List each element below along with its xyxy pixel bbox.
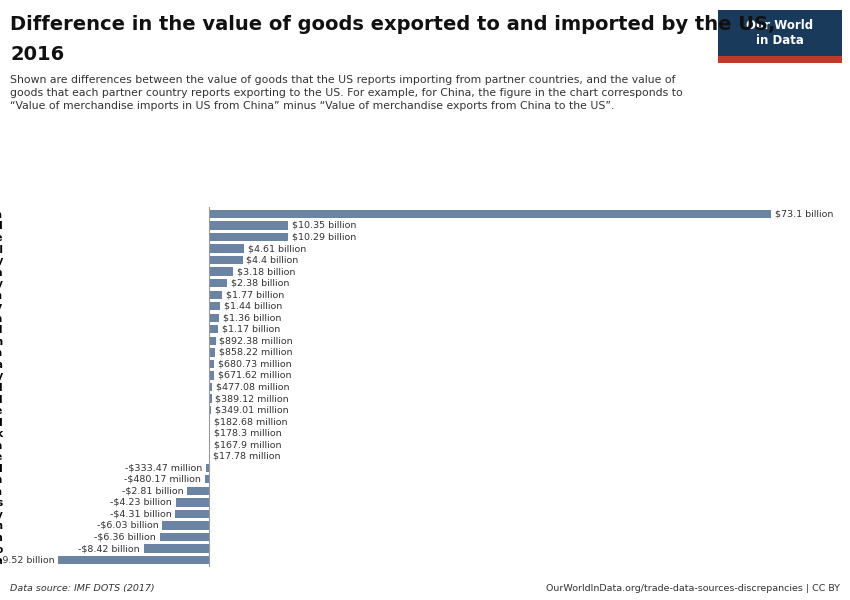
Text: $389.12 million: $389.12 million xyxy=(216,394,289,403)
Text: 2016: 2016 xyxy=(10,45,65,64)
Bar xyxy=(208,244,244,253)
Text: $349.01 million: $349.01 million xyxy=(215,406,289,415)
Bar xyxy=(162,521,208,530)
Text: $858.22 million: $858.22 million xyxy=(219,348,292,357)
Bar xyxy=(144,544,208,553)
Text: $10.35 billion: $10.35 billion xyxy=(292,221,356,230)
Text: $73.1 billion: $73.1 billion xyxy=(775,209,834,218)
Text: $17.78 million: $17.78 million xyxy=(212,452,280,461)
Bar xyxy=(208,233,288,241)
Bar xyxy=(208,290,223,299)
Bar xyxy=(175,510,208,518)
Text: -$6.03 billion: -$6.03 billion xyxy=(97,521,158,530)
Text: $182.68 million: $182.68 million xyxy=(214,417,287,426)
Bar xyxy=(208,429,210,437)
Text: $477.08 million: $477.08 million xyxy=(216,383,290,392)
Bar xyxy=(187,487,208,495)
Bar xyxy=(208,371,214,380)
Bar xyxy=(208,221,288,230)
Bar xyxy=(208,383,212,391)
Text: -$333.47 million: -$333.47 million xyxy=(125,463,202,472)
Bar xyxy=(160,533,208,541)
Bar xyxy=(59,556,208,564)
Text: OurWorldInData.org/trade-data-sources-discrepancies | CC BY: OurWorldInData.org/trade-data-sources-di… xyxy=(546,584,840,593)
Text: $2.38 billion: $2.38 billion xyxy=(231,278,289,287)
Text: $680.73 million: $680.73 million xyxy=(218,359,292,368)
Bar xyxy=(208,337,216,345)
Text: Shown are differences between the value of goods that the US reports importing f: Shown are differences between the value … xyxy=(10,75,683,112)
Bar xyxy=(206,464,208,472)
Text: $4.4 billion: $4.4 billion xyxy=(246,256,298,265)
Text: -$6.36 billion: -$6.36 billion xyxy=(94,533,156,541)
Text: -$19.52 billion: -$19.52 billion xyxy=(0,556,54,565)
Text: $1.17 billion: $1.17 billion xyxy=(222,325,280,334)
Text: -$4.31 billion: -$4.31 billion xyxy=(110,509,172,518)
Text: $671.62 million: $671.62 million xyxy=(218,371,292,380)
Text: $10.29 billion: $10.29 billion xyxy=(292,233,356,242)
Text: $1.44 billion: $1.44 billion xyxy=(224,302,282,311)
Text: $167.9 million: $167.9 million xyxy=(214,440,281,449)
Bar xyxy=(208,256,242,264)
Bar xyxy=(208,394,212,403)
Text: -$2.81 billion: -$2.81 billion xyxy=(122,487,183,496)
Bar xyxy=(205,475,208,484)
Bar xyxy=(208,440,210,449)
Bar xyxy=(208,302,220,310)
Bar xyxy=(208,325,218,334)
Text: $3.18 billion: $3.18 billion xyxy=(237,267,295,276)
Bar xyxy=(208,360,214,368)
Text: Data source: IMF DOTS (2017): Data source: IMF DOTS (2017) xyxy=(10,584,155,593)
Bar xyxy=(208,348,215,356)
Text: $178.3 million: $178.3 million xyxy=(214,428,281,437)
Bar xyxy=(208,279,227,287)
Bar xyxy=(208,268,233,276)
Text: $1.36 billion: $1.36 billion xyxy=(223,313,281,322)
Text: Our World
in Data: Our World in Data xyxy=(746,19,813,47)
Text: -$480.17 million: -$480.17 million xyxy=(124,475,201,484)
Text: -$4.23 billion: -$4.23 billion xyxy=(110,498,173,507)
Text: Difference in the value of goods exported to and imported by the US,: Difference in the value of goods exporte… xyxy=(10,15,775,34)
Text: -$8.42 billion: -$8.42 billion xyxy=(78,544,140,553)
Bar xyxy=(176,498,208,506)
Bar xyxy=(208,406,212,414)
Bar xyxy=(208,210,772,218)
Text: $4.61 billion: $4.61 billion xyxy=(248,244,306,253)
Text: $1.77 billion: $1.77 billion xyxy=(226,290,285,299)
Bar xyxy=(208,418,210,426)
Text: $892.38 million: $892.38 million xyxy=(219,337,293,346)
Bar xyxy=(208,314,219,322)
